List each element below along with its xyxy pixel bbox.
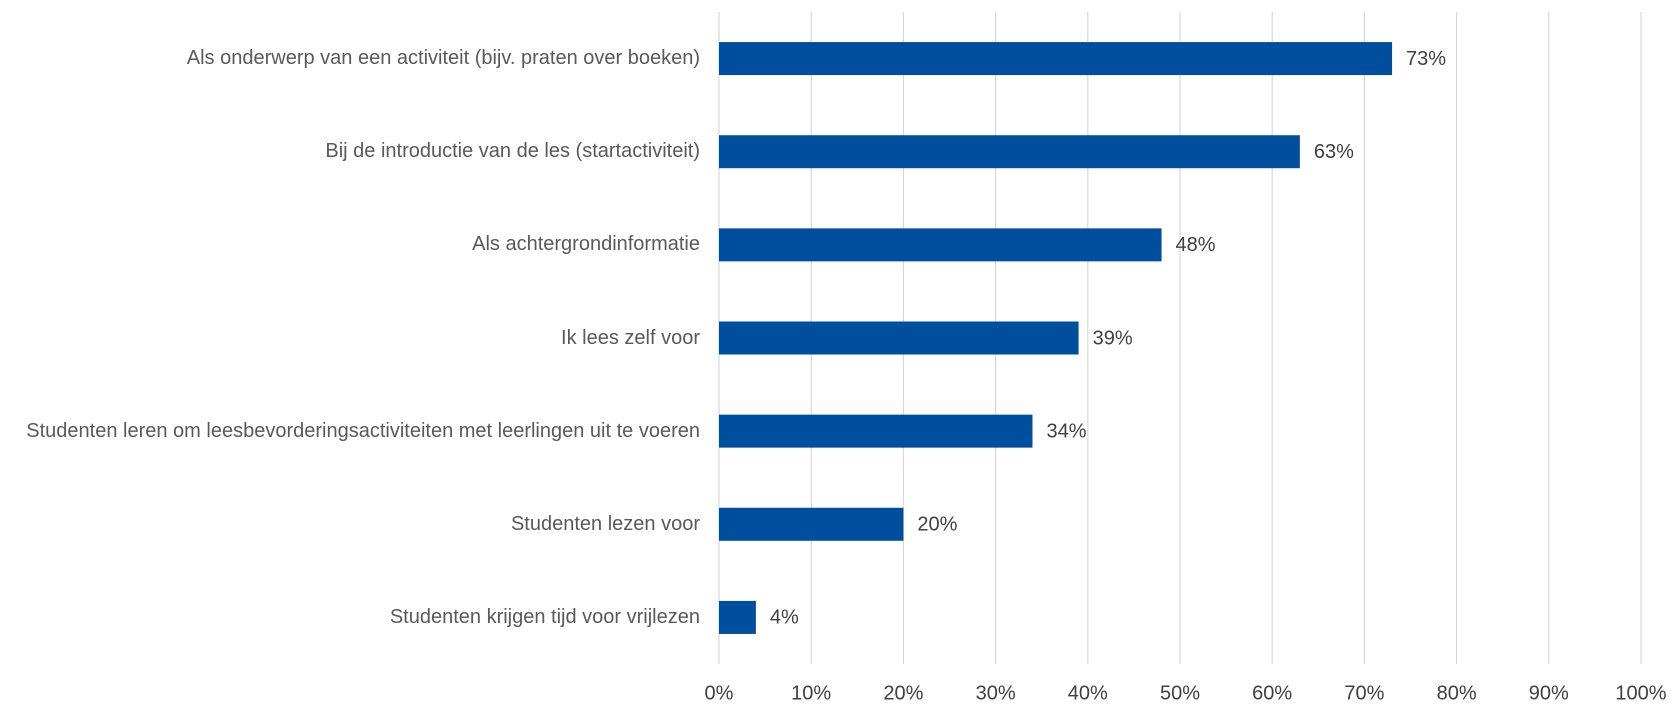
category-label-box: Studenten krijgen tijd voor vrijlezen — [10, 577, 700, 657]
x-tick-label: 30% — [976, 682, 1016, 704]
x-tick-label: 100% — [1615, 682, 1666, 704]
x-tick-label: 70% — [1344, 682, 1384, 704]
x-tick-label: 0% — [705, 682, 734, 704]
x-tick-label: 40% — [1068, 682, 1108, 704]
data-label: 4% — [770, 607, 799, 629]
category-label-box: Als onderwerp van een activiteit (bijv. … — [10, 19, 700, 99]
category-label-box: Studenten lezen voor — [10, 484, 700, 564]
bar — [719, 600, 756, 634]
data-label: 34% — [1046, 420, 1086, 442]
y-tick-label: Als achtergrondinformatie — [472, 233, 700, 256]
data-label: 73% — [1406, 48, 1446, 70]
data-label: 63% — [1314, 141, 1354, 163]
y-tick-label: Studenten leren om leesbevorderingsactiv… — [26, 419, 700, 442]
y-tick-label: Studenten krijgen tijd voor vrijlezen — [389, 605, 700, 628]
data-label: 39% — [1093, 327, 1133, 349]
x-tick-label: 80% — [1437, 682, 1477, 704]
data-label: 20% — [917, 514, 957, 536]
y-tick-label: Bij de introductie van de les (startacti… — [325, 140, 700, 163]
bar — [719, 228, 1162, 262]
bar — [719, 321, 1079, 355]
bar — [719, 135, 1300, 169]
y-tick-label: Als onderwerp van een activiteit (bijv. … — [186, 47, 700, 70]
category-label-box: Als achtergrondinformatie — [10, 205, 700, 285]
bar — [719, 414, 1033, 448]
x-tick-label: 90% — [1529, 682, 1569, 704]
x-tick-label: 50% — [1160, 682, 1200, 704]
x-tick-label: 10% — [791, 682, 831, 704]
x-tick-label: 20% — [883, 682, 923, 704]
y-tick-label: Ik lees zelf voor — [561, 326, 700, 349]
data-label: 48% — [1176, 234, 1216, 256]
bar — [719, 42, 1393, 76]
category-label-box: Studenten leren om leesbevorderingsactiv… — [10, 391, 700, 471]
category-label-box: Ik lees zelf voor — [10, 298, 700, 378]
y-tick-label: Studenten lezen voor — [510, 512, 700, 535]
bar — [719, 507, 904, 541]
category-label-box: Bij de introductie van de les (startacti… — [10, 112, 700, 192]
x-tick-label: 60% — [1252, 682, 1292, 704]
